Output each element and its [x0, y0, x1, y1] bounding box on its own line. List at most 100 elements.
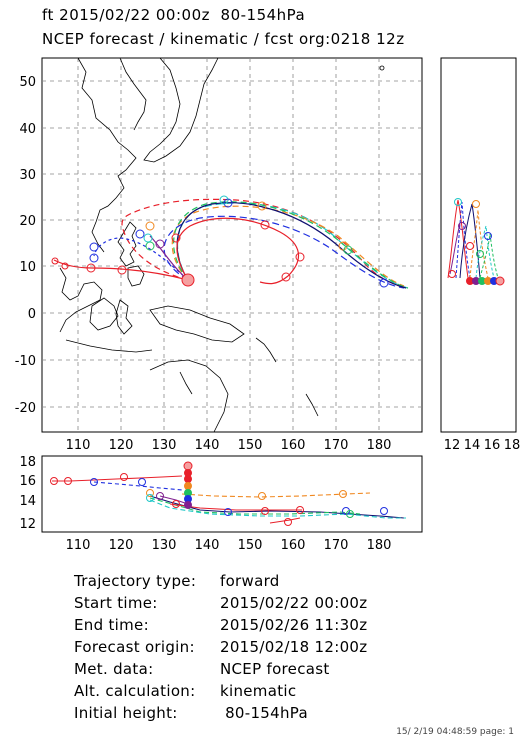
lower-x-tick-label: 140 — [195, 538, 220, 553]
lower-y-tick-label: 12 — [19, 517, 36, 532]
trajectory-green-dashed — [173, 201, 409, 289]
marker-blue — [135, 229, 145, 239]
side-x-tick-label: 16 — [484, 438, 501, 453]
lower-trajectories — [52, 475, 406, 524]
lower-panel-frame — [41, 455, 423, 533]
main-map-frame — [41, 57, 423, 433]
korea-coast — [119, 57, 147, 131]
lon-tick-label: 130 — [152, 438, 177, 453]
lat-tick-label: 30 — [19, 168, 36, 183]
lower-x-tick-label: 120 — [109, 538, 134, 553]
lower-y-tick-label: 14 — [19, 494, 36, 509]
marker-cyan — [219, 195, 229, 205]
china-coast — [77, 57, 137, 253]
vanuatu — [305, 393, 319, 417]
info-label: Met. data: — [74, 660, 154, 678]
marker-blue — [379, 278, 389, 288]
side-x-tick-label: 12 — [444, 438, 461, 453]
lat-tick-label: 20 — [19, 214, 36, 229]
coastline-outlines — [59, 57, 385, 433]
side-x-tick-label: 18 — [504, 438, 521, 453]
info-value: 2015/02/26 11:30z — [220, 616, 368, 634]
sulawesi — [115, 299, 133, 335]
lat-tick-label: -10 — [15, 354, 36, 369]
info-row-alt-calculation: Alt. calculation: kinematic — [74, 680, 367, 702]
lower-x-tick-label: 130 — [152, 538, 177, 553]
info-row-met-data: Met. data: NCEP forecast — [74, 658, 367, 680]
lower-y-tick-label: 18 — [19, 455, 36, 470]
side-x-tick-label: 14 — [464, 438, 481, 453]
australia-north — [149, 359, 229, 433]
info-row-initial-height: Initial height: 80-154hPa — [74, 702, 367, 724]
lon-tick-label: 170 — [324, 438, 349, 453]
info-label: Alt. calculation: — [74, 682, 196, 700]
marker-red — [117, 265, 127, 275]
japan-coast — [143, 57, 219, 163]
info-value: NCEP forecast — [220, 660, 330, 678]
main-trajectories — [53, 198, 409, 289]
marker-red — [51, 257, 59, 265]
info-label: End time: — [74, 616, 149, 634]
marker-red — [260, 220, 270, 230]
chart-title-line2: NCEP forecast / kinematic / fcst org:021… — [42, 30, 405, 48]
lat-tick-label: 50 — [19, 75, 36, 90]
marker-red — [61, 262, 69, 270]
taiwan-luzon — [117, 221, 137, 267]
borneo — [89, 297, 119, 331]
lat-tick-label: 40 — [19, 122, 36, 137]
trajectory-red-solid — [176, 217, 299, 285]
marker-purple — [155, 239, 165, 249]
lower-y-tick-label: 16 — [19, 474, 36, 489]
info-value: 2015/02/22 00:00z — [220, 594, 368, 612]
side-markers — [448, 198, 492, 278]
marker-red — [295, 252, 305, 262]
info-label: Trajectory type: — [74, 572, 197, 590]
main-map-panel: 50 40 30 20 10 0 -10 -20 110 120 130 140… — [15, 57, 423, 453]
lower-origin-markers — [183, 461, 193, 509]
lon-tick-label: 120 — [109, 438, 134, 453]
info-label: Initial height: — [74, 704, 178, 722]
lat-tick-label: 0 — [28, 307, 36, 322]
gulf-coast — [179, 371, 193, 395]
lon-tick-label: 180 — [367, 438, 392, 453]
info-row-trajectory-type: Trajectory type: forward — [74, 570, 367, 592]
trajectory-red-west — [53, 259, 189, 281]
marker-red — [281, 272, 291, 282]
lower-x-tick-label: 170 — [324, 538, 349, 553]
malay-peninsula — [59, 267, 103, 333]
marker-orange — [145, 221, 155, 231]
java-chain — [65, 339, 153, 353]
marker-green — [343, 245, 353, 255]
trajectory-blue-west — [93, 237, 189, 281]
lon-tick-label: 140 — [195, 438, 220, 453]
lower-markers — [50, 473, 388, 526]
lower-panel: 18 16 14 12 110 120 130 140 150 160 170 … — [19, 455, 423, 553]
lower-x-tick-label: 160 — [281, 538, 306, 553]
lon-tick-label: 160 — [281, 438, 306, 453]
marker-red — [86, 263, 96, 273]
lon-tick-label: 110 — [66, 438, 91, 453]
lat-tick-label: 10 — [19, 260, 36, 275]
lon-tick-label: 150 — [238, 438, 263, 453]
info-value: 80-154hPa — [220, 704, 308, 722]
side-panel: 12 14 16 18 — [440, 57, 521, 453]
marker-blue — [89, 253, 99, 263]
info-row-forecast-origin: Forecast origin: 2015/02/18 12:00z — [74, 636, 367, 658]
lat-tick-label: -20 — [15, 401, 36, 416]
page-footer-timestamp: 15/ 2/19 04:48:59 page: 1 — [396, 727, 514, 737]
side-panel-frame — [440, 57, 517, 433]
main-trajectory-markers — [51, 195, 389, 288]
info-value: 2015/02/18 12:00z — [220, 638, 368, 656]
lower-x-tick-label: 110 — [66, 538, 91, 553]
trajectory-orange-dashed — [171, 205, 405, 287]
trajectory-blue-dashed — [163, 215, 405, 289]
lower-x-tick-label: 150 — [238, 538, 263, 553]
chart-title-line1: ft 2015/02/22 00:00z 80-154hPa — [42, 6, 306, 24]
new-guinea — [149, 305, 245, 343]
marker-orange — [257, 201, 267, 211]
info-value: forward — [220, 572, 280, 590]
side-origin-markers — [466, 276, 505, 286]
aleutian-dot — [379, 65, 385, 71]
solomon-islands — [255, 337, 277, 363]
marker-red — [171, 233, 181, 243]
